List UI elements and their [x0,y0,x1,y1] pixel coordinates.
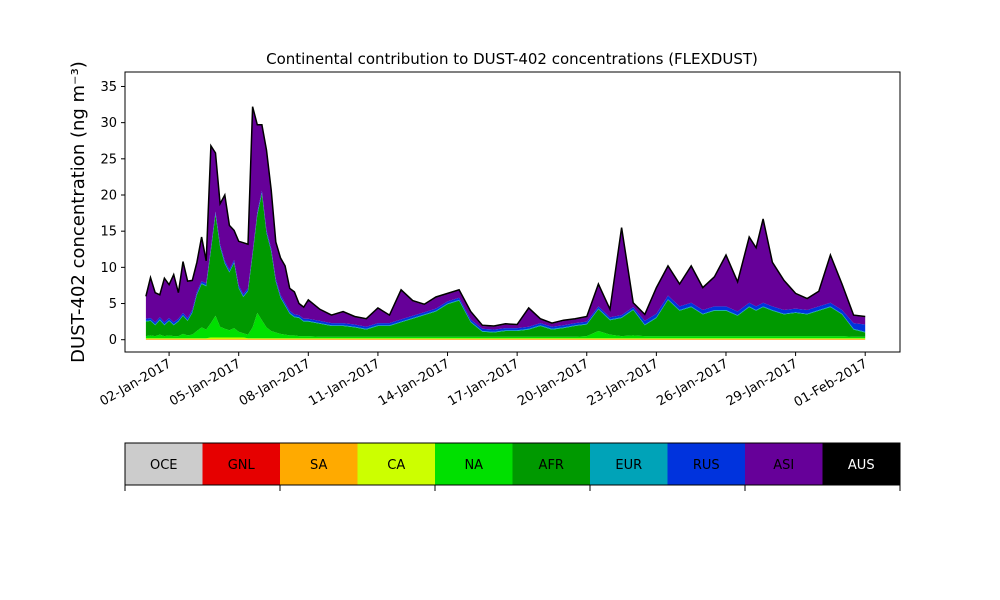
legend-swatch-afr [512,443,590,485]
legend-swatch-ca [357,443,435,485]
legend-swatch-eur [590,443,668,485]
y-tick-label: 5 [109,297,117,312]
y-tick-label: 20 [100,188,117,203]
x-tick-label: 26-Jan-2017 [654,356,731,409]
stacked-areas [145,106,866,340]
x-axis: 02-Jan-201705-Jan-201708-Jan-201711-Jan-… [98,352,871,410]
total-line [145,106,866,327]
legend-label-rus: RUS [693,458,720,473]
legend-swatch-na [435,443,513,485]
y-tick-label: 35 [100,80,117,95]
legend-label-afr: AFR [539,458,564,473]
y-axis-label: DUST-402 concentration (ng m⁻³) [68,61,89,363]
area-ca [145,337,866,339]
legend-swatch-sa [280,443,358,485]
chart-title: Continental contribution to DUST-402 con… [266,50,758,68]
x-tick-label: 05-Jan-2017 [167,356,244,409]
x-tick-label: 08-Jan-2017 [237,356,314,409]
plot-frame [124,71,901,353]
legend-label-sa: SA [310,458,327,473]
y-axis: 0 5 10 15 20 25 30 35 [100,80,125,348]
legend-label-ca: CA [387,458,405,473]
x-tick-label: 23-Jan-2017 [585,356,662,409]
legend-label-asi: ASI [773,458,794,473]
legend-label-na: NA [464,458,483,473]
x-tick-label: 17-Jan-2017 [446,356,523,409]
x-tick-label: 01-Feb-2017 [792,356,871,410]
y-tick-label: 25 [100,152,117,167]
legend-label-gnl: GNL [228,458,256,473]
y-tick-label: 10 [100,261,117,276]
legend-label-aus: AUS [848,458,875,473]
x-tick-label: 20-Jan-2017 [515,356,592,409]
area-na [145,312,866,339]
area-asi [145,107,866,330]
legend-frame [124,442,901,486]
total-line-group [145,106,866,327]
legend-swatch-rus [667,443,745,485]
legend-swatch-asi [745,443,823,485]
y-tick-label: 30 [100,116,117,131]
area-afr [145,193,866,337]
legend-swatch-oce [125,443,203,485]
y-tick-label: 0 [109,333,117,348]
area-sa [145,339,866,340]
x-tick-label: 29-Jan-2017 [724,356,801,409]
legend-label-eur: EUR [615,458,642,473]
legend-swatch-aus [822,443,900,485]
legend-label-oce: OCE [150,458,178,473]
legend-colorbar: OCE GNL SA CA NA AFR EUR RUS ASI AUS [124,442,901,491]
x-tick-label: 11-Jan-2017 [306,356,383,409]
x-tick-label: 02-Jan-2017 [98,356,175,409]
x-tick-label: 14-Jan-2017 [376,356,453,409]
y-tick-label: 15 [100,225,117,240]
legend-swatch-gnl [202,443,280,485]
